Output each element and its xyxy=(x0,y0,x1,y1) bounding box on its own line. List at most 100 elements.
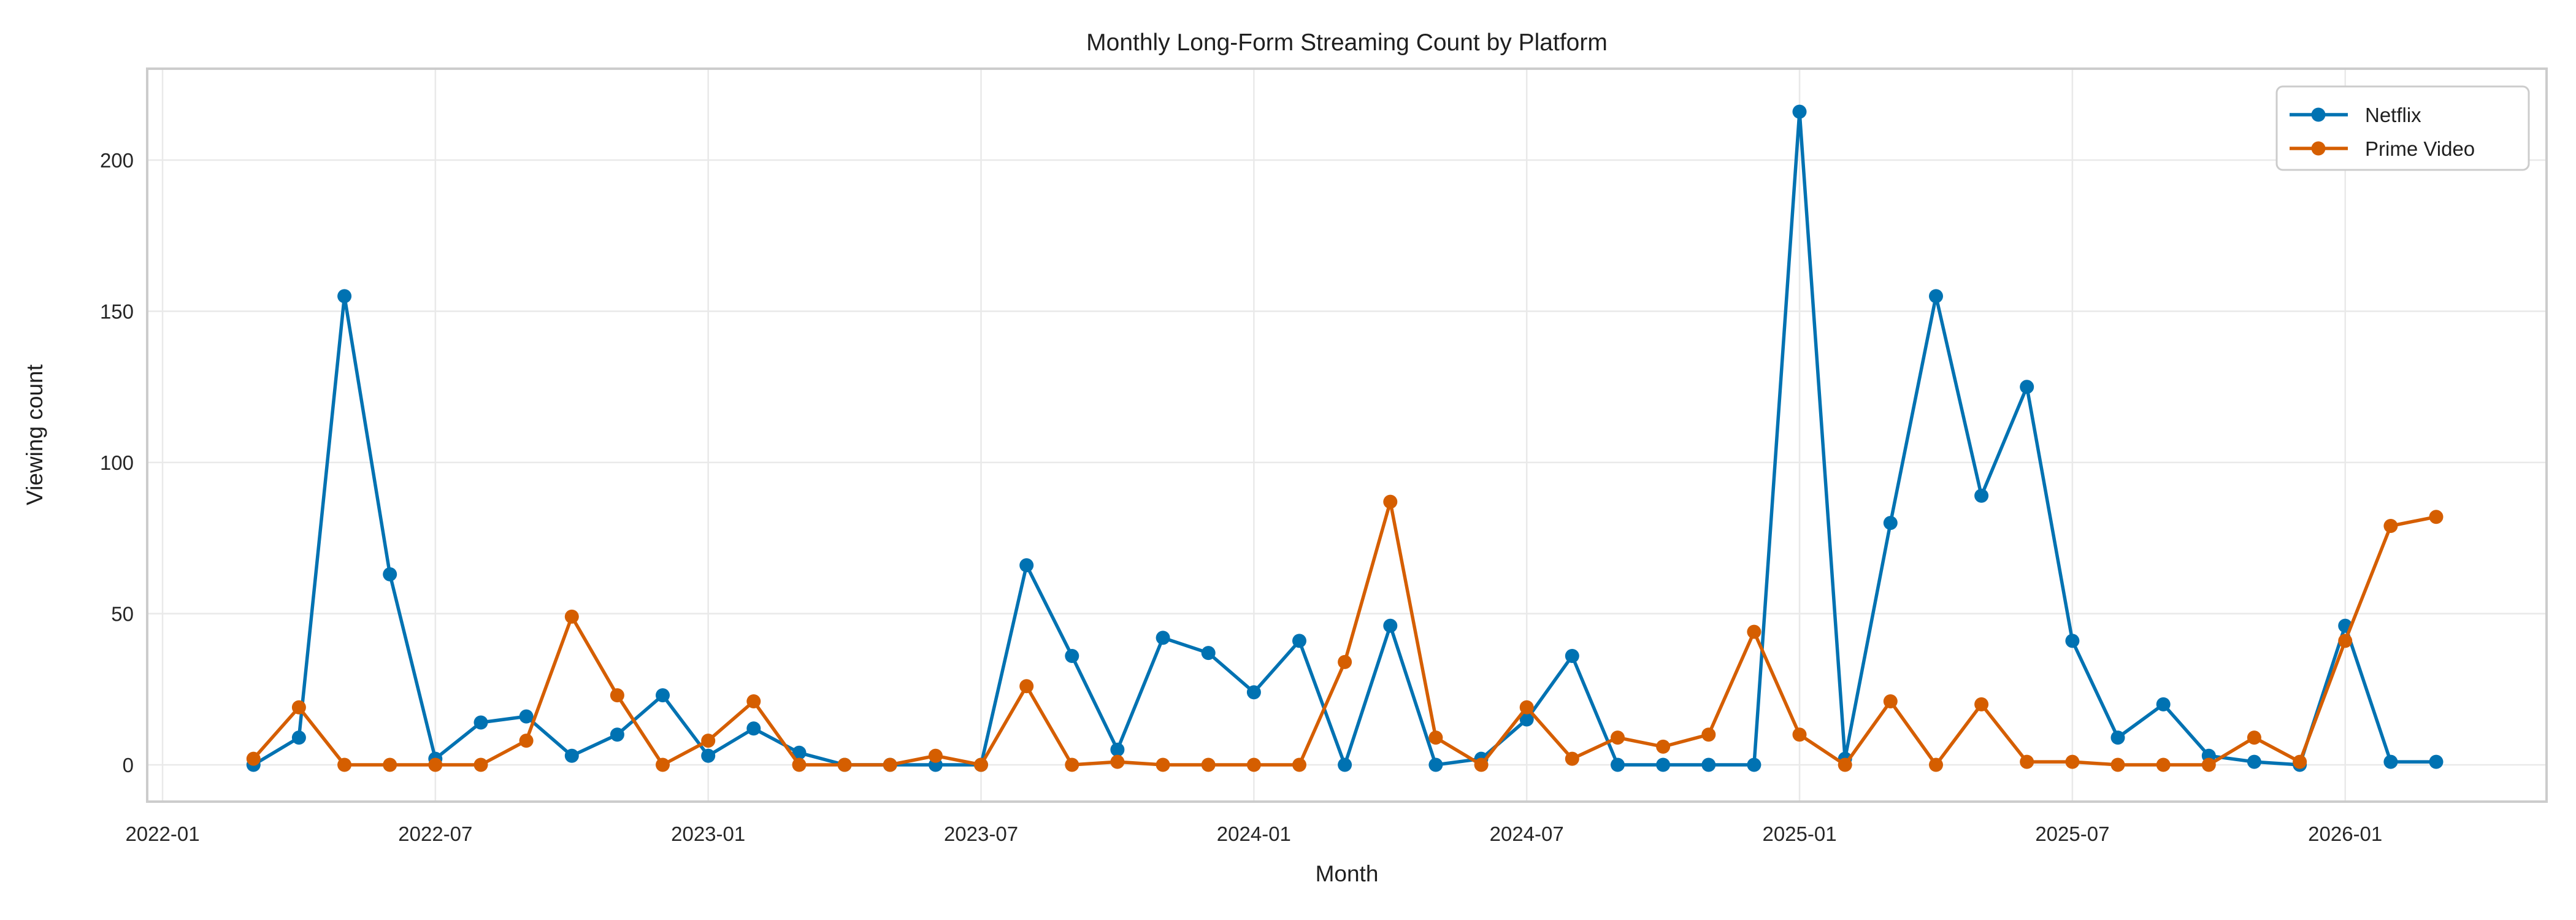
data-point-marker xyxy=(1611,730,1625,745)
data-point-marker xyxy=(2429,754,2444,769)
legend-marker xyxy=(2311,141,2326,156)
data-point-marker xyxy=(473,715,488,730)
data-point-marker xyxy=(1292,634,1306,648)
legend-marker xyxy=(2311,107,2326,122)
x-tick-label: 2025-01 xyxy=(1762,822,1836,845)
y-axis-label: Viewing count xyxy=(22,364,47,505)
data-point-marker xyxy=(1883,694,1898,708)
data-point-marker xyxy=(564,609,579,624)
tick-labels: 2022-01 2022-07 2023-01 2023-07 2024-01 2024-… xyxy=(100,149,2382,845)
data-point-marker xyxy=(2156,697,2171,711)
data-point-marker xyxy=(1883,516,1898,531)
data-point-marker xyxy=(2110,730,2125,745)
data-point-marker xyxy=(1701,757,1716,772)
data-point-marker xyxy=(1656,739,1671,754)
data-point-marker xyxy=(1383,494,1398,509)
data-point-marker xyxy=(2065,634,2080,648)
data-point-marker xyxy=(1156,757,1170,772)
data-point-marker xyxy=(2429,510,2444,524)
data-point-marker xyxy=(656,757,670,772)
data-point-marker xyxy=(2156,757,2171,772)
data-point-marker xyxy=(1929,289,1943,304)
data-point-marker xyxy=(1246,757,1261,772)
data-point-marker xyxy=(1701,727,1716,742)
data-point-marker xyxy=(1611,757,1625,772)
legend-item-prime-video: Prime Video xyxy=(2290,137,2475,160)
data-point-marker xyxy=(1519,712,1534,727)
data-point-marker xyxy=(1065,757,1079,772)
data-point-marker xyxy=(746,721,761,736)
data-point-marker xyxy=(1065,649,1079,663)
data-point-marker xyxy=(473,757,488,772)
data-point-marker xyxy=(1338,757,1352,772)
data-point-marker xyxy=(610,727,624,742)
axes-spines xyxy=(146,67,2548,803)
data-point-marker xyxy=(2065,754,2080,769)
data-point-marker xyxy=(1019,679,1034,694)
data-point-marker xyxy=(337,289,352,304)
x-tick-label: 2023-01 xyxy=(671,822,745,845)
data-point-marker xyxy=(564,748,579,763)
data-point-marker xyxy=(883,757,897,772)
data-point-marker xyxy=(1019,558,1034,573)
data-point-marker xyxy=(701,748,716,763)
data-point-marker xyxy=(428,757,443,772)
data-point-marker xyxy=(383,757,397,772)
data-point-marker xyxy=(291,730,306,745)
gridlines xyxy=(147,69,2547,802)
data-point-marker xyxy=(792,745,807,760)
data-point-marker xyxy=(1792,727,1807,742)
legend-label: Netflix xyxy=(2365,104,2421,126)
chart-title: Monthly Long-Form Streaming Count by Pla… xyxy=(1086,29,1608,56)
data-point-marker xyxy=(1338,654,1352,669)
data-point-marker xyxy=(2247,730,2261,745)
data-point-marker xyxy=(1974,697,1989,711)
data-point-marker xyxy=(2020,754,2034,769)
data-point-marker xyxy=(746,694,761,708)
data-point-marker xyxy=(1201,757,1216,772)
data-point-marker xyxy=(2110,757,2125,772)
netflix-series xyxy=(246,104,2444,772)
data-point-marker xyxy=(1838,757,1852,772)
legend-label: Prime Video xyxy=(2365,137,2475,160)
data-point-marker xyxy=(1747,757,1761,772)
data-point-marker xyxy=(1292,757,1306,772)
y-tick-label: 200 xyxy=(100,149,134,172)
data-point-marker xyxy=(1974,488,1989,503)
data-point-marker xyxy=(2020,380,2034,394)
x-tick-label: 2024-01 xyxy=(1217,822,1291,845)
data-point-marker xyxy=(1428,730,1443,745)
axes-background xyxy=(147,69,2547,802)
data-point-marker xyxy=(701,734,716,748)
data-point-marker xyxy=(610,688,624,703)
data-point-marker xyxy=(2293,754,2307,769)
data-point-marker xyxy=(1246,685,1261,700)
data-point-marker xyxy=(1656,757,1671,772)
legend: Netflix Prime Video xyxy=(2275,85,2530,171)
data-point-marker xyxy=(1110,742,1125,757)
legend-item-netflix: Netflix xyxy=(2290,104,2421,126)
data-point-marker xyxy=(2383,519,2398,533)
data-point-marker xyxy=(928,748,943,763)
data-point-marker xyxy=(2201,757,2216,772)
data-point-marker xyxy=(2338,634,2353,648)
y-tick-label: 50 xyxy=(111,603,134,626)
data-point-marker xyxy=(792,757,807,772)
data-point-marker xyxy=(291,700,306,715)
data-point-marker xyxy=(1474,757,1489,772)
x-tick-label: 2024-07 xyxy=(1490,822,1564,845)
y-tick-label: 0 xyxy=(123,754,134,776)
data-point-marker xyxy=(1565,649,1579,663)
y-tick-label: 150 xyxy=(100,301,134,323)
x-tick-label: 2025-07 xyxy=(2035,822,2109,845)
data-point-marker xyxy=(1792,104,1807,119)
data-point-marker xyxy=(519,709,534,724)
data-point-marker xyxy=(1201,646,1216,661)
data-point-marker xyxy=(1156,631,1170,645)
data-point-marker xyxy=(1110,754,1125,769)
data-point-marker xyxy=(1428,757,1443,772)
prime-video-series xyxy=(246,494,2444,772)
data-point-marker xyxy=(1747,624,1761,639)
